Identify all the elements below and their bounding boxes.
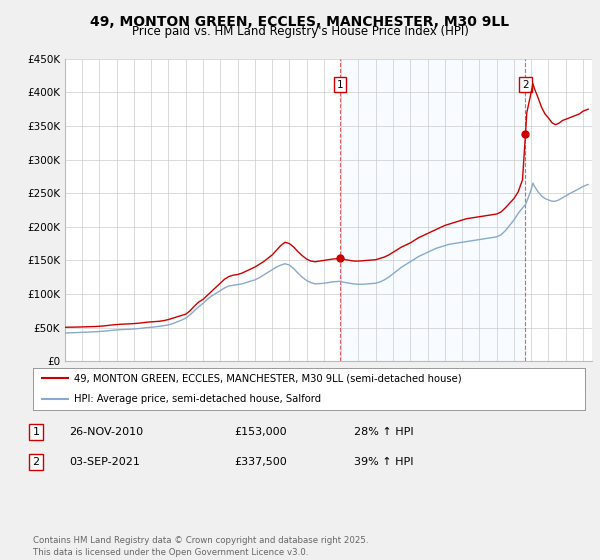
- Text: 03-SEP-2021: 03-SEP-2021: [69, 457, 140, 467]
- Text: 2: 2: [32, 457, 40, 467]
- Text: Price paid vs. HM Land Registry's House Price Index (HPI): Price paid vs. HM Land Registry's House …: [131, 25, 469, 38]
- Text: Contains HM Land Registry data © Crown copyright and database right 2025.
This d: Contains HM Land Registry data © Crown c…: [33, 536, 368, 557]
- Text: HPI: Average price, semi-detached house, Salford: HPI: Average price, semi-detached house,…: [74, 394, 322, 404]
- Text: 28% ↑ HPI: 28% ↑ HPI: [354, 427, 413, 437]
- Bar: [340, 59, 526, 361]
- Text: £153,000: £153,000: [234, 427, 287, 437]
- Text: £337,500: £337,500: [234, 457, 287, 467]
- Text: 2: 2: [522, 80, 529, 90]
- Text: 49, MONTON GREEN, ECCLES, MANCHESTER, M30 9LL (semi-detached house): 49, MONTON GREEN, ECCLES, MANCHESTER, M3…: [74, 374, 462, 384]
- Text: 39% ↑ HPI: 39% ↑ HPI: [354, 457, 413, 467]
- Text: 26-NOV-2010: 26-NOV-2010: [69, 427, 143, 437]
- Text: 49, MONTON GREEN, ECCLES, MANCHESTER, M30 9LL: 49, MONTON GREEN, ECCLES, MANCHESTER, M3…: [91, 15, 509, 29]
- Text: 1: 1: [337, 80, 343, 90]
- Text: 1: 1: [32, 427, 40, 437]
